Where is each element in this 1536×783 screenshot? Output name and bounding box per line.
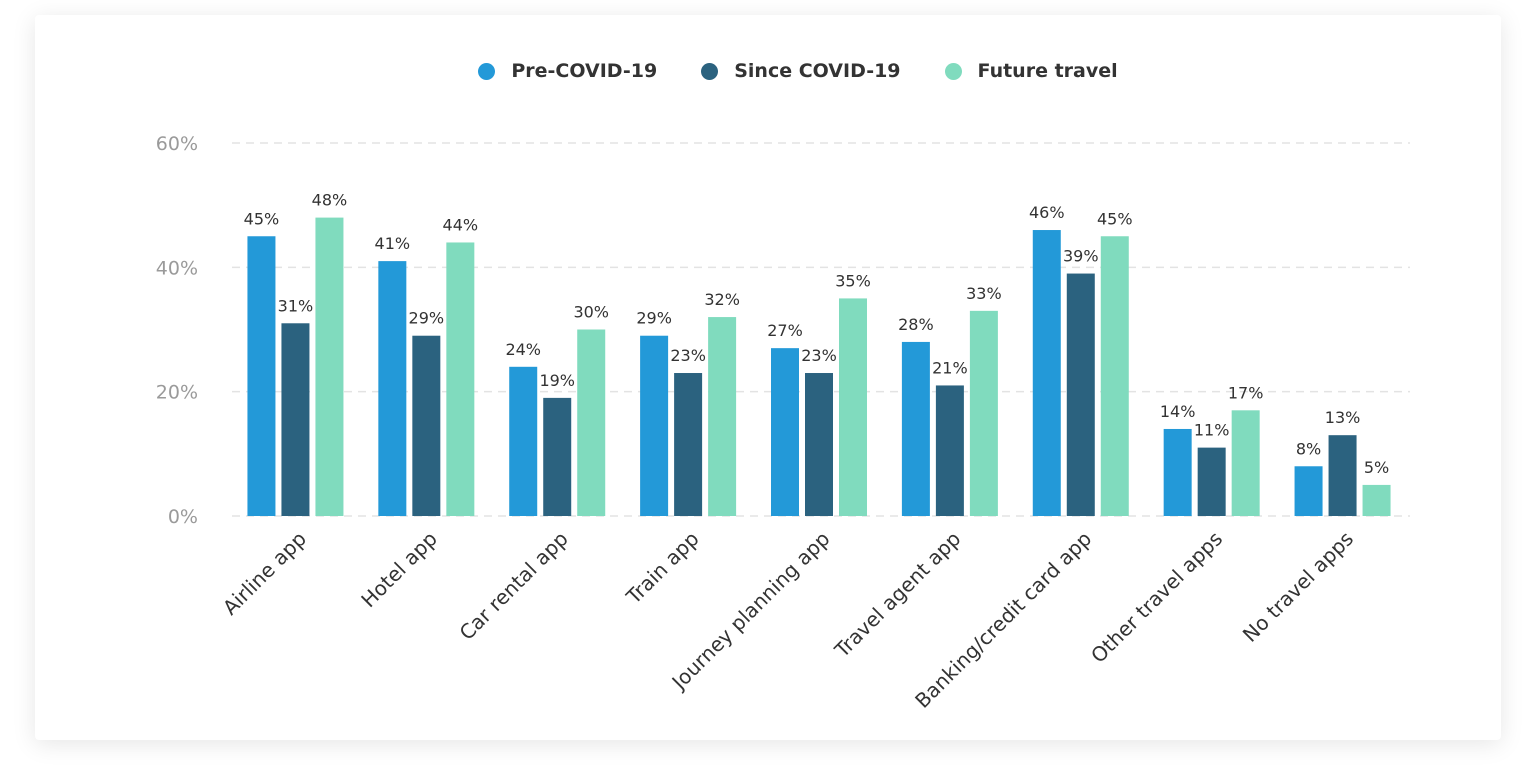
bar [543,397,572,516]
y-tick-label: 20% [156,382,198,404]
bar [1032,230,1061,517]
data-label: 29% [636,309,672,328]
data-label: 30% [573,303,609,322]
bar [446,242,475,516]
legend-item[interactable]: Pre-COVID-19 [478,60,657,82]
bar [1328,435,1357,516]
legend-item[interactable]: Future travel [944,60,1118,82]
bar [1197,447,1226,516]
bar [805,373,833,516]
bar [1100,236,1129,516]
x-tick-label: Car rental app [455,527,573,645]
y-tick-label: 40% [156,257,198,279]
bar [901,341,930,516]
bar [1231,410,1260,516]
data-label: 14% [1160,402,1196,421]
bar [281,323,310,516]
chart-card [35,15,1501,740]
data-label: 48% [312,191,348,210]
legend-label: Since COVID-19 [734,60,901,82]
data-label: 31% [278,296,314,315]
bar [315,217,344,516]
data-label: 21% [932,358,968,377]
data-label: 33% [966,284,1002,303]
bar [640,335,669,516]
data-label: 24% [505,340,541,359]
bar [247,236,276,516]
legend-label: Future travel [977,60,1118,82]
data-label: 23% [670,346,706,365]
bar [969,310,998,516]
legend-swatch [701,62,719,80]
data-label: 41% [375,234,411,253]
bar [1163,428,1192,516]
bar [674,373,703,516]
y-tick-label: 0% [168,506,198,528]
data-label: 8% [1296,439,1321,458]
data-label: 27% [767,321,803,340]
bar [935,385,964,516]
x-tick-label: Hotel app [356,527,442,613]
bar [1362,484,1391,516]
data-label: 13% [1325,408,1361,427]
data-label: 45% [244,209,280,228]
bar [1066,273,1095,516]
bar [1294,466,1323,516]
data-label: 5% [1364,458,1389,477]
legend: Pre-COVID-19 Since COVID-19 Future travel [0,60,1536,82]
data-label: 19% [539,371,575,390]
data-label: 28% [898,315,934,334]
y-tick-label: 60% [156,133,198,155]
data-label: 45% [1097,209,1133,228]
legend-swatch [944,62,962,80]
data-label: 44% [443,215,479,234]
data-label: 23% [801,346,837,365]
bar [378,261,407,516]
x-tick-label: Airline app [218,527,311,620]
data-label: 35% [835,271,871,290]
bar [708,317,737,516]
data-label: 39% [1063,247,1099,266]
bar [771,348,799,516]
legend-item[interactable]: Since COVID-19 [701,60,901,82]
data-label: 17% [1228,383,1264,402]
legend-label: Pre-COVID-19 [511,60,658,82]
x-tick-label: Travel agent app [829,527,965,663]
data-label: 46% [1029,203,1065,222]
data-label: 29% [409,309,445,328]
x-tick-label: Train app [621,527,704,610]
legend-swatch [478,62,496,80]
bar [509,366,538,516]
data-label: 11% [1194,421,1230,440]
x-tick-label: Other travel apps [1086,527,1227,668]
bar [577,329,606,516]
bar [839,298,867,516]
bar [412,335,441,516]
x-tick-label: No travel apps [1238,527,1358,647]
data-label: 32% [704,290,740,309]
